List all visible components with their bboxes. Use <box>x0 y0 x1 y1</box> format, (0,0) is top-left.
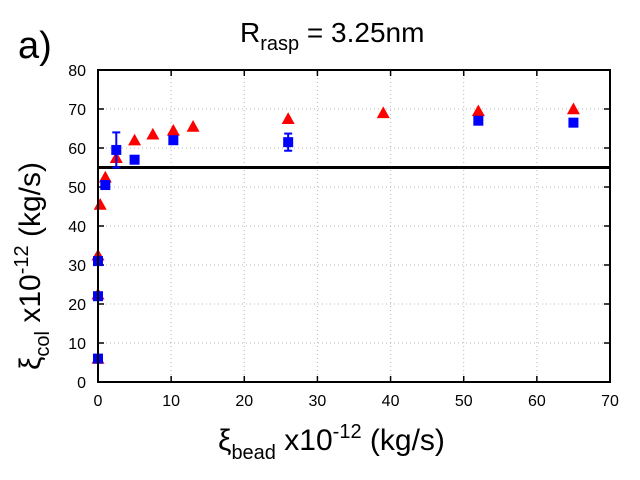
y-label-sub: col <box>32 331 54 357</box>
y-tick-label: 40 <box>68 219 86 236</box>
y-tick-label: 50 <box>68 180 86 197</box>
square-point <box>168 135 179 146</box>
square-point <box>111 144 122 155</box>
y-tick-label: 30 <box>68 258 86 275</box>
x-label-sup: -12 <box>333 421 362 443</box>
triangle-point <box>93 198 107 210</box>
chart-title: Rrasp = 3.25nm <box>240 17 424 55</box>
square-point <box>100 180 111 191</box>
triangle-point <box>566 102 580 115</box>
panel-label: a) <box>18 25 52 67</box>
triangle-point <box>166 123 180 136</box>
x-axis-label: ξbead x10-12 (kg/s) <box>218 421 445 464</box>
y-tick-label: 60 <box>68 141 86 158</box>
x-tick-label: 50 <box>455 393 473 410</box>
x-tick-label: 10 <box>162 393 180 410</box>
data-markers <box>91 102 580 364</box>
x-tick-label: 0 <box>94 393 103 410</box>
x-label-sub: bead <box>231 442 276 464</box>
y-label-sup: -12 <box>11 245 33 274</box>
square-point <box>129 154 140 165</box>
y-axis-label: ξcol x10-12 (kg/s) <box>11 162 54 370</box>
x-tick-label: 30 <box>309 393 327 410</box>
x-tick-label: 40 <box>382 393 400 410</box>
title-rest: = 3.25nm <box>299 17 424 48</box>
square-point <box>473 115 484 126</box>
x-tick-label: 60 <box>528 393 546 410</box>
triangle-point <box>281 112 295 124</box>
square-point <box>568 117 579 128</box>
y-tick-label: 70 <box>68 102 86 119</box>
triangle-point <box>146 127 160 140</box>
x-label-symbol: ξ <box>218 424 231 457</box>
series-triangles <box>91 102 580 364</box>
x-tick-label: 70 <box>601 393 619 410</box>
title-sub: rasp <box>260 33 299 55</box>
triangle-point <box>98 170 112 183</box>
plot-frame <box>97 69 611 383</box>
grid-layer <box>98 70 610 382</box>
tick-layer: 0 10 20 30 40 50 60 70 0 10 20 30 40 50 60 70 80 <box>68 63 619 410</box>
y-label-symbol: ξ <box>14 357 47 370</box>
x-label-unit: (kg/s) <box>362 424 445 457</box>
triangle-point <box>471 104 485 117</box>
x-tick-label: 20 <box>235 393 253 410</box>
square-point <box>283 137 294 148</box>
y-label-rest: x10 <box>14 274 47 331</box>
y-tick-label: 20 <box>68 297 86 314</box>
triangle-point <box>128 133 142 146</box>
series-squares <box>93 115 579 364</box>
y-tick-label: 80 <box>68 63 86 80</box>
x-label-rest: x10 <box>276 424 333 457</box>
y-tick-label: 10 <box>68 336 86 353</box>
triangle-point <box>376 106 390 119</box>
y-tick-label: 0 <box>77 375 86 392</box>
title-main: R <box>240 17 260 48</box>
triangle-point <box>186 120 200 132</box>
y-label-unit: (kg/s) <box>14 162 47 245</box>
